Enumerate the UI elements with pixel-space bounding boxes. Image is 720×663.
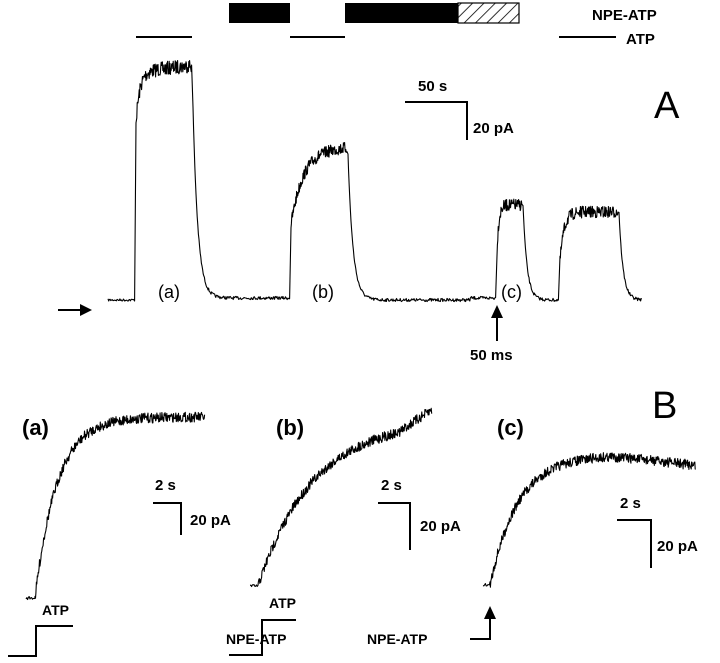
- panel-letter-a: A: [654, 85, 680, 127]
- scale-bar-a: [405, 101, 468, 140]
- scale-current-b-c: 20 pA: [657, 538, 698, 555]
- stimulus-step-b-c: [470, 616, 491, 640]
- segment-label-a: (a): [158, 282, 180, 302]
- stimulus-step-b-b: [229, 619, 296, 656]
- scale-bar-b-a: [153, 502, 182, 535]
- scale-current-b-a: 20 pA: [190, 512, 231, 529]
- panel-letter-b: B: [652, 385, 677, 427]
- current-trace-a: [107, 59, 642, 303]
- current-trace-b-b: [249, 407, 433, 588]
- npe-atp-bar-hatched: [457, 2, 520, 24]
- flash-arrow-icon: [491, 305, 503, 318]
- scale-bar-b-c: [617, 519, 652, 568]
- scale-time-b-b: 2 s: [381, 477, 402, 494]
- legend-npe-atp: NPE-ATP: [592, 7, 657, 24]
- stimulus-label-left-b-b: NPE-ATP: [226, 631, 286, 647]
- scale-current-a: 20 pA: [473, 120, 514, 137]
- flash-arrow-label: 50 ms: [470, 347, 513, 364]
- segment-label-c: (c): [501, 282, 522, 302]
- panel-a: NPE-ATP ATP 50 s 20 pA A (a) (b) (c) 50 …: [58, 2, 680, 364]
- current-trace-b-a: [25, 411, 206, 601]
- sub-label-b: (b): [276, 415, 304, 440]
- scale-time-a: 50 s: [418, 78, 447, 95]
- npe-atp-bar-1: [229, 3, 290, 23]
- scale-time-b-c: 2 s: [620, 495, 641, 512]
- stimulus-label-b-a: ATP: [42, 602, 69, 618]
- baseline-arrow-icon: [80, 304, 92, 316]
- segment-label-b: (b): [312, 282, 334, 302]
- scale-bar-b-b: [378, 502, 411, 550]
- stimulus-label-b-c: NPE-ATP: [367, 631, 427, 647]
- legend-atp: ATP: [626, 31, 655, 48]
- npe-atp-bar-2: [345, 3, 458, 23]
- current-trace-b-c: [482, 452, 696, 588]
- panel-b: B (a) 2 s 20 pA ATP (b) 2 s 20 pA ATP NP…: [8, 385, 698, 657]
- scale-current-b-b: 20 pA: [420, 518, 461, 535]
- stimulus-arrow-icon: [484, 606, 496, 619]
- sub-label-a: (a): [22, 415, 49, 440]
- scale-time-b-a: 2 s: [155, 477, 176, 494]
- sub-label-c: (c): [497, 415, 524, 440]
- stimulus-step-b-a: [8, 625, 73, 657]
- stimulus-label-top-b-b: ATP: [269, 595, 296, 611]
